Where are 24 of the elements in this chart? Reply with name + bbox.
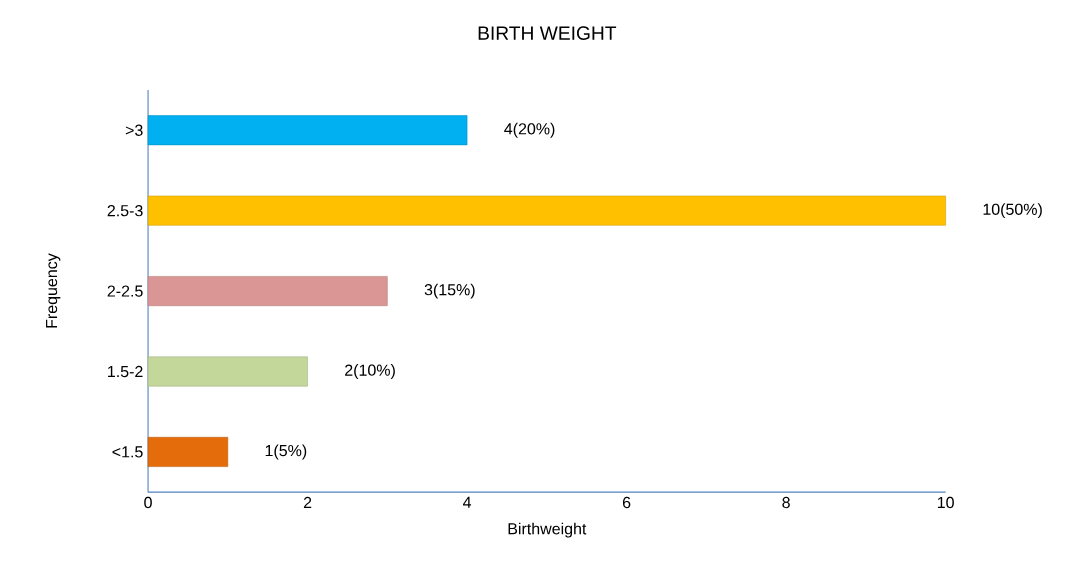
x-tick-label: 0 [144,496,152,509]
x-tick-label: 10 [937,496,954,509]
bar [147,195,946,226]
data-label: 10(50%) [983,203,1042,219]
bar [147,356,308,387]
y-tick-label: <1.5 [112,446,143,458]
chart-title: BIRTH WEIGHT [478,26,617,40]
x-tick-label: 6 [622,496,631,509]
x-axis-title: Birthweight [508,522,587,538]
bar [147,115,468,146]
y-tick-label: 2.5-3 [107,204,143,217]
x-tick-label: 4 [463,496,472,508]
data-label: 1(5%) [265,444,307,460]
bar [147,436,229,467]
y-tick-label: 1.5-2 [108,365,143,378]
y-tick-label: >3 [125,124,143,136]
bar [147,276,388,306]
x-tick-label: 8 [782,496,790,509]
x-tick-label: 2 [303,496,312,508]
data-label: 4(20%) [504,122,555,138]
y-axis-title: Frequency [46,253,61,328]
data-label: 2(10%) [345,363,395,379]
data-label: 3(15%) [424,283,475,299]
y-tick-label: 2-2.5 [107,285,143,297]
